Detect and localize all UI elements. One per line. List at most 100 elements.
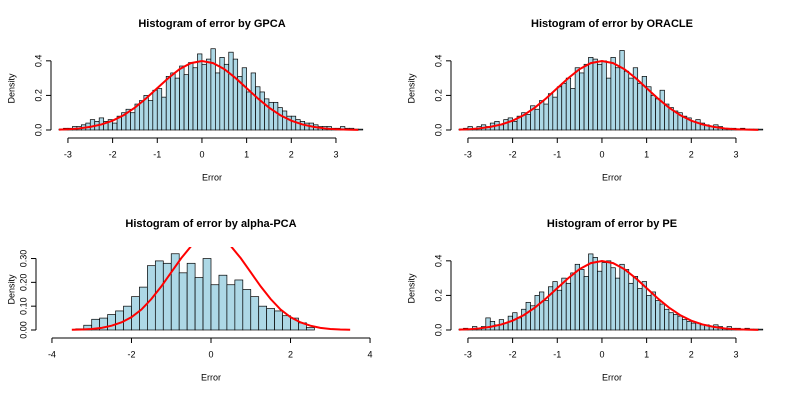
bar — [632, 276, 639, 331]
x-tick-label: -3 — [64, 149, 72, 159]
bar — [543, 300, 549, 331]
x-tick-label: -2 — [509, 349, 517, 359]
y-tick-label: 0.0 — [433, 124, 443, 137]
bar — [273, 101, 279, 131]
bar — [628, 282, 634, 331]
bar — [277, 107, 283, 131]
bar — [561, 82, 567, 131]
y-tick-label: 0.0 — [433, 324, 443, 337]
bar — [234, 279, 244, 331]
bar — [186, 262, 196, 331]
x-tick-label: 0 — [599, 149, 604, 159]
bar — [170, 72, 176, 131]
bar — [588, 57, 594, 131]
bar — [112, 122, 118, 131]
bar — [202, 258, 212, 331]
density-curve — [459, 259, 759, 331]
bar — [565, 282, 572, 331]
bar — [154, 260, 164, 331]
x-tick-label: -1 — [153, 149, 161, 159]
bar — [637, 288, 643, 331]
y-tick-label: 0.2 — [433, 289, 443, 302]
bar — [290, 115, 297, 131]
chart-title: Histogram of error by ORACLE — [531, 18, 693, 30]
x-axis-label: Error — [602, 172, 622, 182]
bar — [619, 263, 625, 331]
y-axis-label: Density — [406, 73, 416, 104]
bar — [250, 72, 256, 131]
bar — [547, 93, 554, 131]
bar — [306, 327, 315, 331]
x-tick-label: -2 — [127, 349, 135, 359]
bar — [507, 117, 513, 131]
x-tick-label: 3 — [733, 149, 738, 159]
x-tick-label: -4 — [48, 349, 56, 359]
bar — [192, 67, 198, 131]
y-tick-label: 0.4 — [433, 255, 443, 268]
panel: Histogram of error by ORACLE -3 -2 -1 0 1 2 3 Er… — [406, 18, 764, 182]
bar — [682, 319, 688, 331]
bar — [606, 77, 612, 131]
bar — [646, 86, 652, 131]
bar — [588, 253, 594, 331]
x-tick-label: -3 — [464, 149, 472, 159]
bar — [592, 257, 598, 331]
bar — [655, 300, 661, 331]
bar — [570, 272, 576, 331]
bar — [183, 74, 189, 131]
bar — [610, 267, 616, 331]
bar — [534, 108, 540, 131]
bar — [556, 289, 563, 331]
y-tick-label: 0.00 — [18, 321, 28, 339]
bar — [516, 317, 522, 331]
bar — [623, 70, 630, 131]
bar — [534, 295, 540, 331]
bar — [139, 100, 145, 131]
chart-title: Histogram of error by GPCA — [138, 18, 285, 30]
bar — [637, 82, 643, 131]
bar — [673, 314, 679, 331]
bar — [178, 272, 188, 331]
bar — [89, 119, 96, 131]
bar — [597, 270, 603, 331]
y-axis-label: Density — [6, 73, 16, 104]
bar — [543, 103, 549, 131]
bar — [282, 315, 291, 331]
y-tick-label: 0.30 — [18, 250, 28, 268]
x-tick-label: -2 — [509, 149, 517, 159]
x-axis-label: Error — [202, 172, 222, 182]
density-curve — [459, 59, 759, 131]
bar — [615, 277, 621, 331]
panel: Histogram of error by alpha-PCA -4 -2 0 2 4 Er… — [6, 218, 372, 382]
bar — [583, 276, 589, 331]
bar — [677, 315, 683, 331]
bar — [255, 86, 261, 131]
bar — [628, 77, 634, 131]
bar — [295, 119, 301, 131]
y-tick-label: 0.4 — [433, 55, 443, 68]
bar — [650, 95, 656, 131]
x-tick-label: 3 — [333, 149, 338, 159]
bar — [646, 295, 652, 331]
bar — [250, 296, 260, 331]
bar — [226, 284, 236, 331]
density-curve — [59, 59, 359, 131]
bar — [579, 269, 585, 331]
x-tick-label: 0 — [199, 149, 204, 159]
bar — [668, 312, 674, 331]
y-tick-label: 0.2 — [433, 89, 443, 102]
bar — [552, 96, 558, 131]
bar — [165, 76, 172, 131]
x-tick-label: 0 — [208, 349, 213, 359]
y-tick-label: 0.10 — [18, 297, 28, 315]
density-curve — [71, 247, 351, 331]
x-tick-label: -1 — [553, 349, 561, 359]
bar — [757, 328, 764, 331]
bar — [512, 121, 518, 131]
bar — [223, 63, 230, 131]
x-tick-label: 2 — [689, 149, 694, 159]
bar — [130, 112, 136, 131]
chart-title: Histogram of error by alpha-PCA — [125, 218, 296, 230]
x-tick-label: -1 — [553, 149, 561, 159]
